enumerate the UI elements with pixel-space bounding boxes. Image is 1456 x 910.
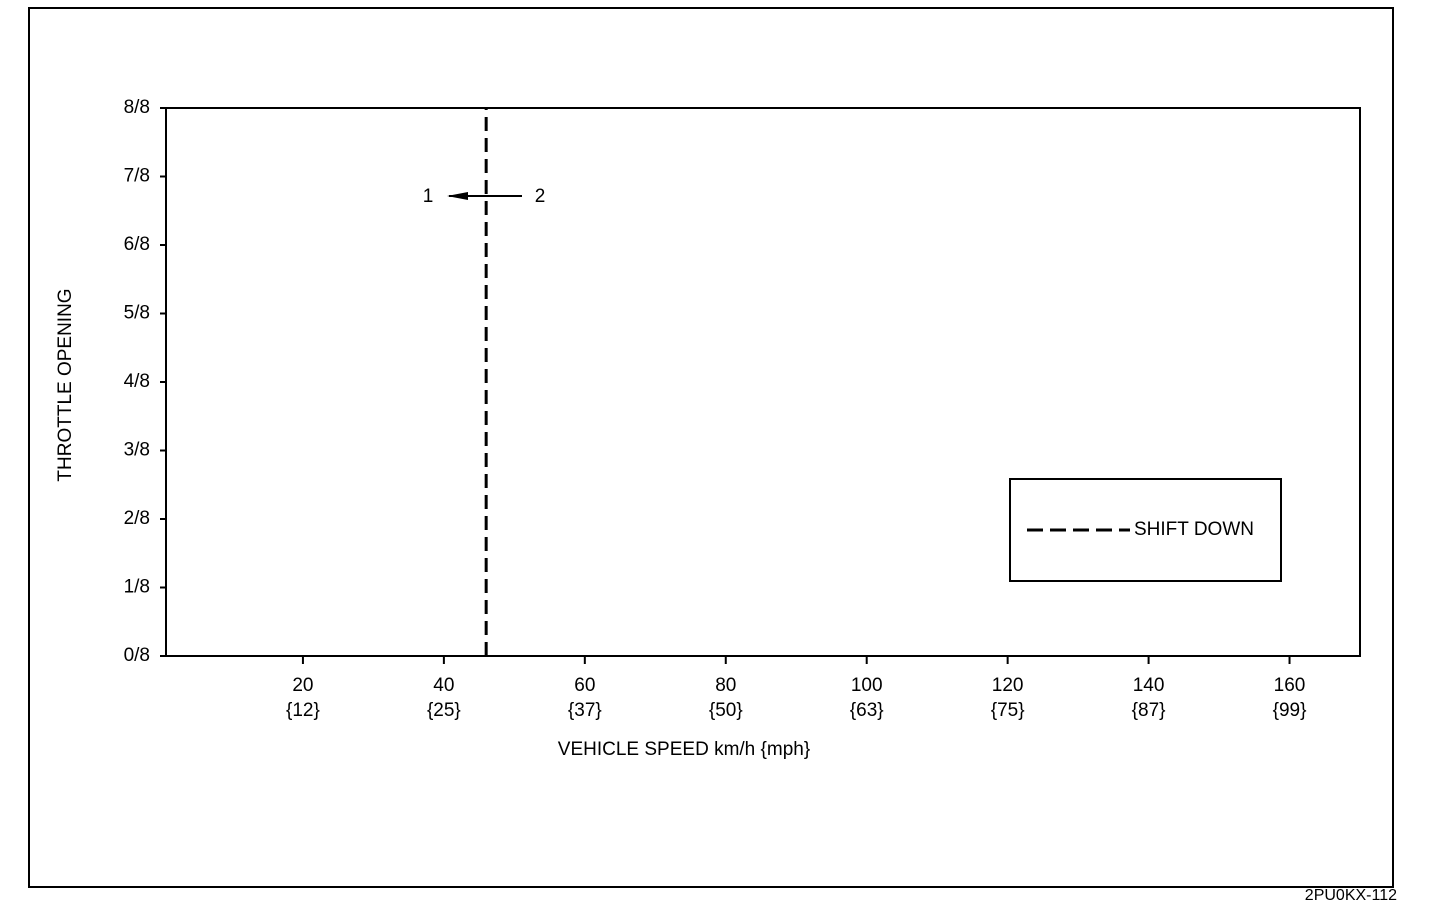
x-tick-label: 160 [1274, 675, 1306, 696]
y-tick-label: 0/8 [124, 645, 150, 666]
legend-label: SHIFT DOWN [1134, 519, 1254, 540]
y-tick-label: 5/8 [124, 303, 150, 324]
arrow-head [447, 192, 468, 200]
x-tick-sublabel: {99} [1273, 700, 1307, 721]
x-tick-label: 60 [574, 675, 595, 696]
x-tick-sublabel: {87} [1132, 700, 1166, 721]
x-tick-sublabel: {50} [709, 700, 743, 721]
x-tick-label: 120 [992, 675, 1024, 696]
annotation: 2 [535, 186, 546, 207]
x-tick-sublabel: {12} [286, 700, 320, 721]
x-tick-label: 20 [292, 675, 313, 696]
x-tick-label: 140 [1133, 675, 1165, 696]
x-axis-label: VEHICLE SPEED km/h {mph} [558, 739, 810, 760]
x-tick-sublabel: {25} [427, 700, 461, 721]
y-tick-label: 6/8 [124, 234, 150, 255]
x-tick-label: 80 [715, 675, 736, 696]
y-tick-label: 3/8 [124, 440, 150, 461]
x-tick-label: 40 [433, 675, 454, 696]
y-axis-label: THROTTLE OPENING [55, 288, 76, 481]
outer-frame [28, 7, 1394, 888]
x-tick-sublabel: {37} [568, 700, 602, 721]
x-tick-label: 100 [851, 675, 883, 696]
y-tick-label: 7/8 [124, 166, 150, 187]
x-tick-sublabel: {63} [850, 700, 884, 721]
y-tick-label: 1/8 [124, 577, 150, 598]
annotation: 1 [423, 186, 434, 207]
y-tick-label: 4/8 [124, 371, 150, 392]
y-tick-label: 2/8 [124, 508, 150, 529]
figure-code: 2PU0KX-112 [1305, 887, 1397, 904]
x-tick-sublabel: {75} [991, 700, 1025, 721]
y-tick-label: 8/8 [124, 97, 150, 118]
